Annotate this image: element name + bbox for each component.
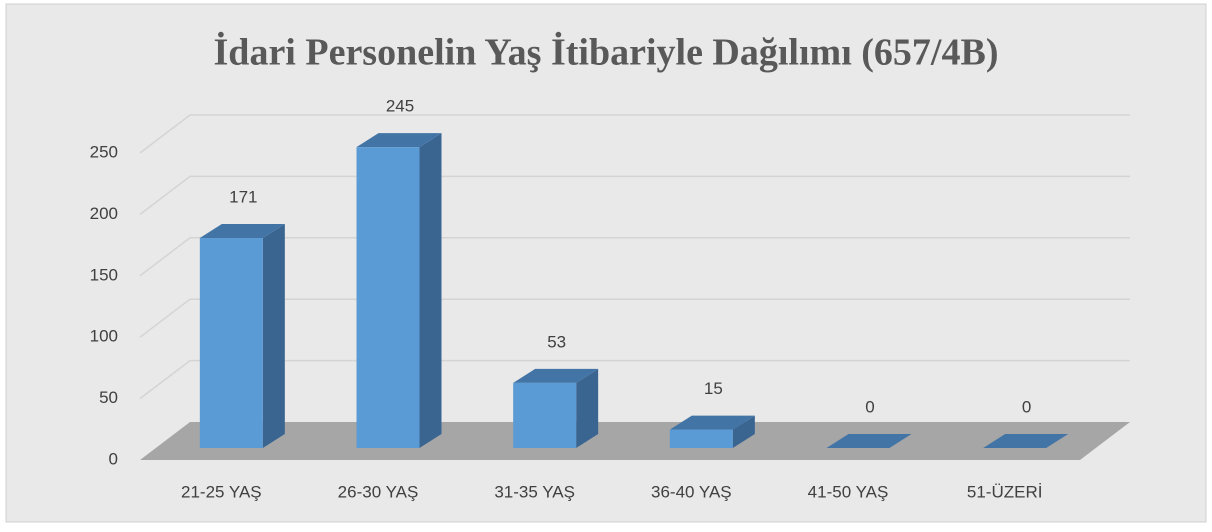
- y-tick-label: 50: [99, 388, 118, 407]
- x-tick-label: 41-50 YAŞ: [808, 482, 889, 501]
- y-tick-label: 100: [90, 327, 118, 346]
- bar: [983, 434, 1069, 448]
- bar-top: [513, 368, 599, 383]
- grid-line: [139, 114, 1130, 154]
- bar-front: [669, 429, 733, 448]
- bar-side: [576, 368, 599, 448]
- chart-title: İdari Personelin Yaş İtibariyle Dağılımı…: [214, 32, 999, 74]
- bar-side: [262, 224, 285, 448]
- y-tick-label: 250: [90, 142, 118, 161]
- x-tick-label: 51-ÜZERİ: [967, 482, 1043, 501]
- data-label: 15: [704, 379, 723, 398]
- data-label: 0: [865, 397, 874, 416]
- x-tick-label: 21-25 YAŞ: [181, 482, 262, 501]
- y-tick-label: 200: [90, 204, 118, 223]
- grid-line: [139, 175, 1130, 215]
- data-label: 53: [547, 332, 566, 351]
- bar-front: [513, 382, 577, 448]
- bar-top: [356, 133, 442, 148]
- bar-front: [199, 238, 263, 448]
- bar-top: [826, 434, 912, 448]
- bar: [669, 415, 755, 448]
- x-tick-label: 36-40 YAŞ: [651, 482, 732, 501]
- bar: [356, 133, 442, 448]
- bar: [199, 224, 285, 448]
- x-tick-label: 31-35 YAŞ: [494, 482, 575, 501]
- data-label: 245: [386, 97, 414, 116]
- grid-line: [139, 237, 1130, 277]
- y-tick-label: 0: [109, 449, 118, 468]
- data-label: 171: [229, 187, 257, 206]
- grid-line: [139, 359, 1130, 400]
- y-tick-label: 150: [90, 265, 118, 284]
- data-label: 0: [1022, 397, 1031, 416]
- bar: [513, 368, 599, 448]
- bar-side: [732, 415, 755, 448]
- bar-top: [669, 415, 755, 430]
- bar-top: [199, 224, 285, 239]
- bar-front: [356, 147, 420, 448]
- bar: [826, 434, 912, 448]
- bar-top: [983, 434, 1069, 448]
- bar-side: [419, 133, 442, 448]
- x-tick-label: 26-30 YAŞ: [338, 482, 419, 501]
- bars: [199, 133, 1069, 448]
- floor: [140, 422, 1130, 460]
- grid-line: [139, 298, 1130, 338]
